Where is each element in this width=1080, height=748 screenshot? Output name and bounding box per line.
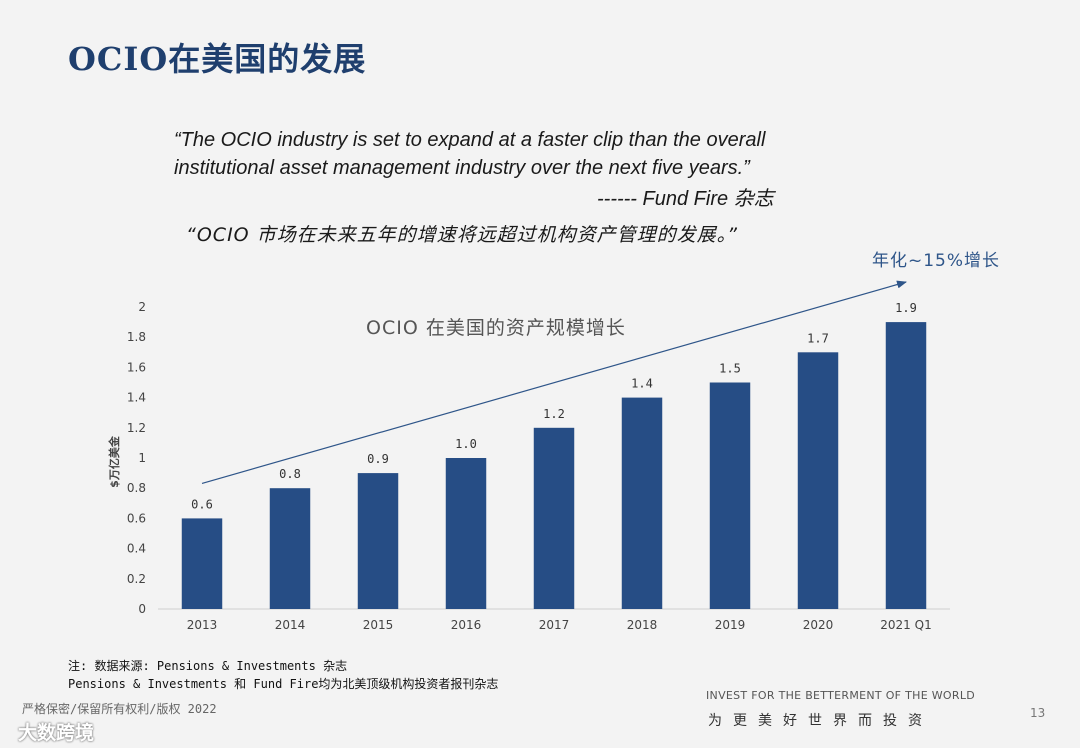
bar xyxy=(885,322,927,609)
bar-value-label: 1.7 xyxy=(807,331,829,345)
english-quote-line-2: institutional asset management industry … xyxy=(174,157,750,179)
bar xyxy=(357,473,399,609)
y-axis-label: $万亿美金 xyxy=(107,435,121,488)
x-tick-label: 2016 xyxy=(451,618,482,632)
x-tick-label: 2017 xyxy=(539,618,570,632)
bar-value-label: 1.4 xyxy=(631,377,653,391)
x-tick-label: 2018 xyxy=(627,618,658,632)
bar-value-label: 0.9 xyxy=(367,452,389,466)
x-tick-label: 2013 xyxy=(187,618,218,632)
bar-value-label: 1.2 xyxy=(543,407,565,421)
bar xyxy=(445,458,487,609)
x-tick-label: 2021 Q1 xyxy=(880,618,931,632)
y-tick-label: 1.2 xyxy=(127,421,146,435)
bar-value-label: 1.0 xyxy=(455,437,477,451)
bar xyxy=(533,427,575,609)
page-number: 13 xyxy=(1030,706,1046,720)
bar xyxy=(181,518,223,609)
chinese-quote: “OCIO 市场在未来五年的增速将远超过机构资产管理的发展。” xyxy=(186,224,739,246)
english-quote-line-1: “The OCIO industry is set to expand at a… xyxy=(174,129,766,151)
bar xyxy=(269,488,311,609)
y-tick-label: 2 xyxy=(138,300,146,314)
bar-value-label: 0.8 xyxy=(279,467,301,481)
y-tick-label: 0.2 xyxy=(127,572,146,586)
y-tick-label: 0.8 xyxy=(127,481,146,495)
y-axis: 0 0.2 0.4 0.6 0.8 1 1.2 1.4 1.6 1.8 2 xyxy=(127,300,146,616)
bar xyxy=(621,397,663,609)
source-note-line-2: Pensions & Investments 和 Fund Fire均为北美顶级… xyxy=(68,677,499,691)
bar-value-label: 1.5 xyxy=(719,362,741,376)
x-tick-label: 2019 xyxy=(715,618,746,632)
x-tick-label: 2014 xyxy=(275,618,306,632)
y-tick-label: 0.4 xyxy=(127,542,146,556)
y-tick-label: 0.6 xyxy=(127,511,146,525)
y-tick-label: 1.8 xyxy=(127,330,146,344)
motto-english: INVEST FOR THE BETTERMENT OF THE WORLD xyxy=(706,689,976,702)
bar xyxy=(709,382,751,609)
y-tick-label: 1.4 xyxy=(127,391,146,405)
bars: 0.6 2013 0.8 2014 0.9 2015 1.0 2016 1.2 2017 1.4 20… xyxy=(181,301,932,632)
y-tick-label: 0 xyxy=(138,602,146,616)
source-note-line-1: 注: 数据来源: Pensions & Investments 杂志 xyxy=(68,659,348,673)
chart-title: OCIO 在美国的资产规模增长 xyxy=(366,317,626,339)
bar xyxy=(797,352,839,609)
x-tick-label: 2020 xyxy=(803,618,834,632)
copyright-notice: 严格保密/保留所有权利/版权 2022 xyxy=(22,702,217,716)
english-quote: “The OCIO industry is set to expand at a… xyxy=(174,126,814,182)
brand-watermark: 大数跨境 xyxy=(18,722,95,744)
x-tick-label: 2015 xyxy=(363,618,394,632)
y-tick-label: 1.6 xyxy=(127,360,146,374)
bar-value-label: 1.9 xyxy=(895,301,917,315)
motto-chinese: 为更美好世界而投资 xyxy=(708,713,933,729)
trend-arrow xyxy=(201,280,907,484)
page-title: OCIO在美国的发展 xyxy=(68,40,367,78)
quote-source: ------ Fund Fire 杂志 xyxy=(597,188,774,210)
growth-rate-label: 年化~15%增长 xyxy=(872,251,1001,271)
bar-value-label: 0.6 xyxy=(191,497,213,511)
y-tick-label: 1 xyxy=(138,451,146,465)
